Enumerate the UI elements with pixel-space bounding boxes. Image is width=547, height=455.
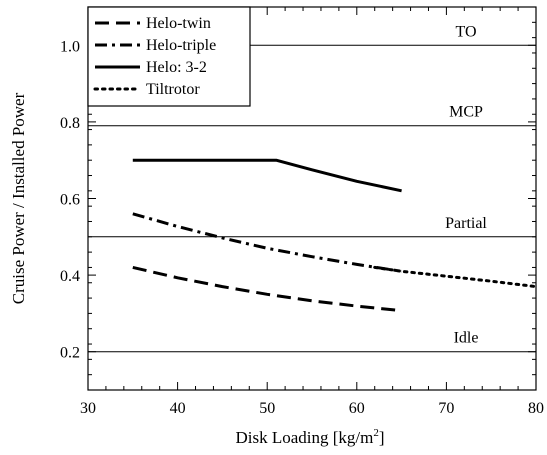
plot-frame xyxy=(87,6,537,391)
x-axis-label-superscript: 2 xyxy=(373,427,379,439)
legend-label-helo-3-2: Helo: 3-2 xyxy=(146,59,207,76)
legend-box xyxy=(87,6,251,107)
y-tick-label: 0.6 xyxy=(60,192,80,209)
series-lines xyxy=(132,158,538,313)
series-line-tiltrotor xyxy=(373,265,538,289)
series-line-helo-3-2 xyxy=(132,158,402,193)
legend-label-helo-triple: Helo-triple xyxy=(146,37,216,54)
x-tick-label: 40 xyxy=(170,400,186,417)
legend: Helo-twin Helo-triple Helo: 3-2 Tiltrotor xyxy=(87,6,251,107)
x-axis-label-end: ] xyxy=(379,428,385,447)
series-line-helo-twin xyxy=(132,265,402,313)
x-tick-label: 50 xyxy=(259,400,275,417)
reference-label-idle: Idle xyxy=(454,330,479,347)
y-tick-label: 0.4 xyxy=(60,268,80,285)
y-axis-label: Cruise Power / Installed Power xyxy=(9,92,28,304)
x-tick-label: 80 xyxy=(528,400,544,417)
y-tick-label: 0.8 xyxy=(60,115,80,132)
y-tick-label: 1.0 xyxy=(60,38,80,55)
reference-label-to: TO xyxy=(455,23,476,40)
legend-label-tiltrotor: Tiltrotor xyxy=(146,81,200,98)
x-tick-label: 70 xyxy=(438,400,454,417)
x-axis-label: Disk Loading [kg/m2] xyxy=(235,427,384,447)
series-line-helo-triple xyxy=(132,212,402,273)
reference-label-partial: Partial xyxy=(445,215,487,232)
x-axis-label-main: Disk Loading [kg/m xyxy=(235,428,373,447)
x-tick-label: 30 xyxy=(80,400,96,417)
y-tick-label: 0.2 xyxy=(60,345,80,362)
legend-label-helo-twin: Helo-twin xyxy=(146,15,211,32)
reference-label-mcp: MCP xyxy=(449,104,483,121)
x-tick-label: 60 xyxy=(349,400,365,417)
reference-lines: TO MCP Partial Idle xyxy=(88,23,536,353)
